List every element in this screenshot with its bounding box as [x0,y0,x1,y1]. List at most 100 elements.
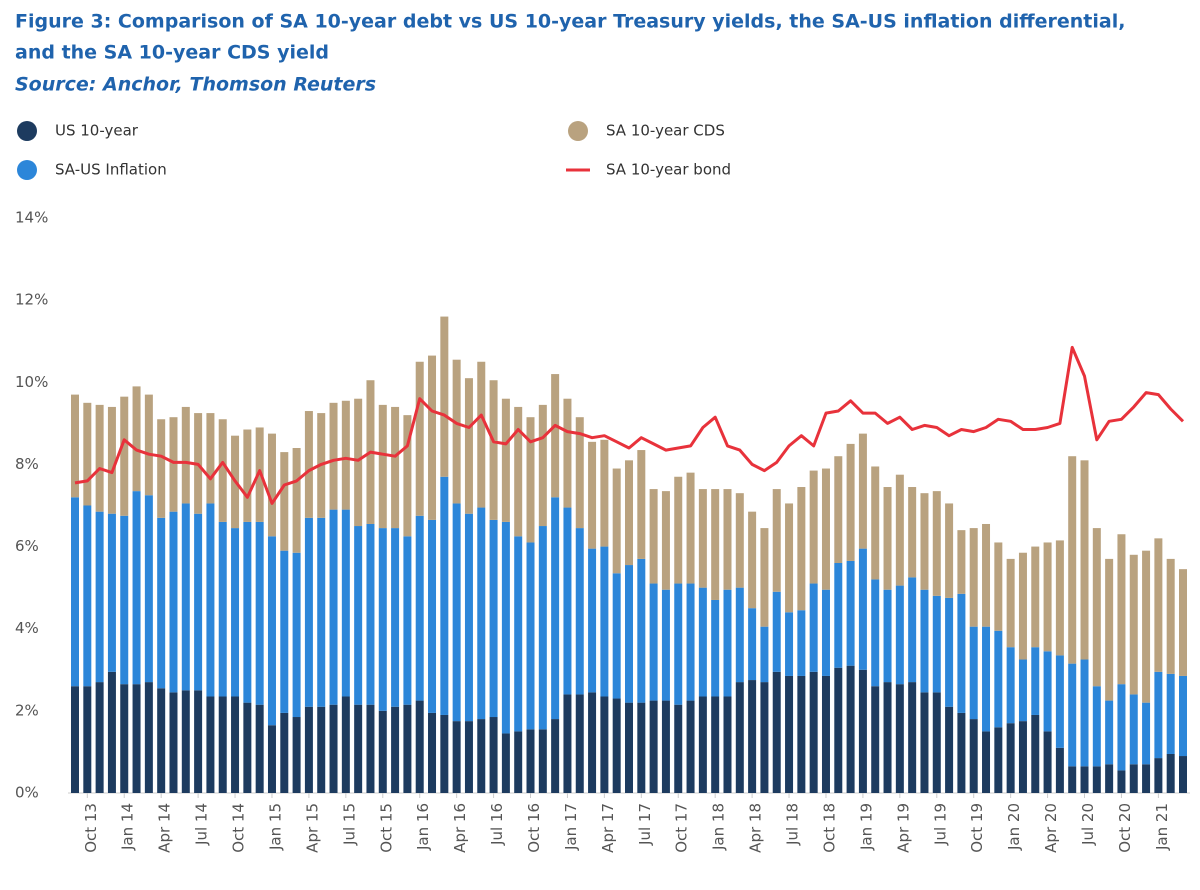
legend-label: SA-US Inflation [55,161,167,179]
x-tick-label: Jul 16 [488,803,506,846]
bar-segment [686,583,695,701]
bar-segment [1055,655,1064,748]
bar-segment [932,491,941,596]
bar-segment [304,517,313,707]
bar-segment [120,396,129,516]
bar-segment [1092,686,1101,767]
bar-segment [698,696,707,793]
bar-segment [1043,542,1052,652]
legend-label: SA 10-year CDS [606,122,725,140]
bar-segment [1043,731,1052,793]
bar-segment [674,476,683,584]
x-tick-label: Oct 13 [82,803,100,853]
bar-segment [661,589,670,701]
bar-segment [994,630,1003,728]
bar-segment [391,706,400,793]
bar-segment [686,700,695,793]
bar-segment [969,528,978,627]
x-tick-label: Jan 21 [1153,803,1171,851]
bar-segment [1018,659,1027,722]
bar-segment [255,521,264,705]
bar-segment [354,704,363,793]
bar-segment [1031,546,1040,648]
x-tick-label: Apr 18 [747,803,765,853]
x-tick-label: Jan 20 [1005,803,1023,851]
bar-segment [625,460,633,566]
bar-segment [391,406,400,529]
bar-segment [563,694,572,793]
bar-segment [1105,764,1114,793]
bar-segment [95,682,104,793]
bar-segment [341,509,350,697]
bar-segment [514,731,523,793]
chart-title: and the SA 10-year CDS yield [15,42,329,64]
bar-segment [329,402,338,510]
bar-segment [538,526,547,730]
bar-segment [1117,684,1126,771]
bar-segment [637,450,646,559]
bar-segment [723,589,732,697]
bar-segment [920,493,929,590]
bar-segment [834,456,843,563]
bar-segment [994,542,1003,631]
bar-segment [267,536,276,726]
bar-segment [107,671,116,793]
bar-segment [243,429,252,522]
legend-marker [17,160,37,180]
bar-segment [945,503,954,598]
x-tick-label: Jul 17 [636,803,654,846]
bar-segment [1179,756,1187,793]
bar-segment [711,489,720,600]
bar-segment [982,731,991,793]
bar-segment [132,386,141,492]
bar-segment [144,495,153,683]
bar-segment [1179,675,1187,757]
bar-segment [501,398,510,522]
bar-segment [1129,764,1138,793]
bar-segment [1080,766,1089,793]
bar-segment [440,714,449,793]
x-tick-label: Apr 16 [451,803,469,853]
bar-segment [1068,663,1077,767]
bar-segment [1166,753,1175,793]
bar-segment [132,684,141,793]
bar-segment [551,374,560,498]
bar-segment [71,394,79,498]
bar-segment [181,406,190,504]
bar-segment [982,523,991,627]
bar-segment [514,406,523,537]
bar-segment [538,404,547,527]
bar-segment [834,563,843,668]
bar-segment [280,712,289,793]
bar-segment [169,692,178,793]
bar-segment [538,729,547,793]
bar-segment [391,528,400,707]
x-tick-label: Oct 17 [673,803,691,853]
bar-segment [144,682,153,793]
bar-segment [551,719,560,793]
bar-segment [1055,540,1064,656]
bar-segment [821,468,830,590]
bar-segment [71,686,79,793]
bar-segment [489,380,498,520]
bar-segment [292,448,301,553]
x-tick-label: Apr 14 [156,803,174,853]
bar-segment [625,702,633,793]
x-tick-label: Apr 20 [1042,803,1060,853]
bar-segment [378,404,387,529]
bar-segment [821,589,830,676]
x-tick-label: Oct 20 [1116,803,1134,853]
bar-segment [243,521,252,703]
bar-segment [157,688,166,793]
bar-segment [711,599,720,697]
bar-segment [501,521,510,734]
bar-segment [809,671,818,793]
bar-segment [169,511,178,693]
y-tick-label: 4% [15,619,39,637]
bar-segment [83,505,92,687]
y-tick-label: 10% [15,373,48,391]
bar-segment [649,489,658,584]
x-tick-label: Jan 18 [710,803,728,851]
bar-segment [206,696,215,793]
bar-segment [674,583,683,705]
